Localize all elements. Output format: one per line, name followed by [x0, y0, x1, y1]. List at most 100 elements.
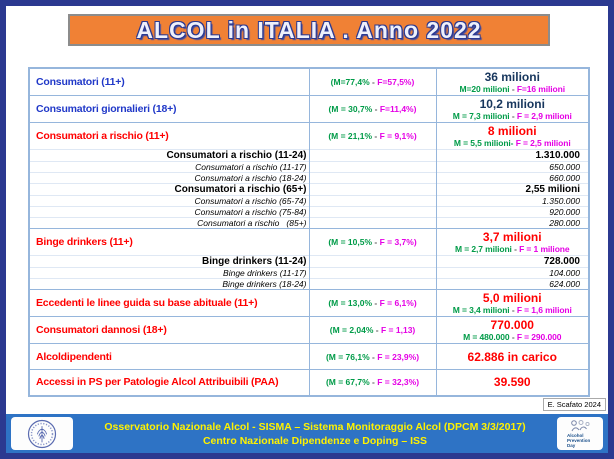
value-total: 660.000: [549, 172, 580, 183]
row-value: 104.000: [435, 267, 589, 279]
pct-female: F=11,4%): [379, 104, 417, 114]
row-value: 660.000: [435, 172, 589, 184]
pct-separator: -: [372, 104, 380, 114]
table-row-main: Accessi in PS per Patologie Alcol Attrib…: [29, 369, 589, 396]
row-label: Binge drinkers (11+): [29, 228, 309, 256]
value-male: M = 480.000: [463, 332, 510, 342]
pct-separator: -: [369, 377, 378, 388]
row-label: Eccedenti le linee guida su base abitual…: [29, 289, 309, 317]
value-female: F = 2,9 milioni: [516, 111, 572, 121]
row-value: 280.000: [435, 217, 589, 229]
row-value: 62.886 in carico: [435, 343, 589, 370]
row-value: 39.590: [435, 369, 589, 396]
pct-separator: -: [373, 325, 381, 335]
pct-male: (M = 10,5%: [328, 237, 373, 247]
table-row-sub: Consumatori a rischio (75-84) 920.000: [29, 206, 589, 218]
row-value: 1.350.000: [435, 195, 589, 207]
value-total: 1.350.000: [542, 195, 580, 206]
pct-separator: -: [369, 77, 378, 87]
row-label: Consumatori a rischio (11-24): [29, 149, 309, 162]
row-percentages: (M = 76,1% - F = 23,9%): [308, 343, 436, 370]
row-value: 10,2 milioni M = 7,3 milioni - F = 2,9 mi…: [435, 95, 589, 123]
value-male: M = 3,4 milioni: [452, 305, 510, 315]
value-by-gender: M=20 milioni - F=16 milioni: [441, 84, 585, 94]
row-label: Consumatori a rischio (75-84): [29, 206, 309, 218]
row-percentages: (M = 13,0% - F = 6,1%): [308, 289, 436, 317]
value-total: 39.590: [493, 375, 531, 390]
value-female: F = 290.000: [516, 332, 562, 342]
row-label: Consumatori a rischio (18-24): [29, 172, 309, 184]
table-row-main: Consumatori a rischio (11+) (M = 21,1% - …: [29, 122, 589, 150]
value-total: 104.000: [549, 267, 580, 278]
table-row-sub: Consumatori a rischio (65-74) 1.350.000: [29, 195, 589, 207]
value-total: 280.000: [549, 217, 580, 228]
value-total: 728.000: [543, 256, 580, 267]
pct-female: F = 1,13): [381, 325, 416, 335]
value-female: F = 2,5 milioni: [515, 138, 571, 148]
value-male: M = 2,7 milioni: [454, 244, 512, 254]
row-label: Consumatori a rischio (85+): [29, 217, 309, 229]
value-by-gender: M = 2,7 milioni - F = 1 milione: [441, 244, 585, 254]
row-percentages: [308, 183, 436, 196]
table-row-main: Consumatori giornalieri (18+) (M = 30,7% …: [29, 95, 589, 123]
row-value: 1.310.000: [435, 149, 589, 162]
row-value: 770.000 M = 480.000 - F = 290.000: [435, 316, 589, 344]
value-total: 1.310.000: [535, 150, 581, 161]
value-by-gender: M = 480.000 - F = 290.000: [441, 332, 585, 342]
pct-female: F = 6,1%): [379, 298, 417, 308]
value-total: 920.000: [549, 206, 580, 217]
pct-separator: -: [372, 237, 380, 247]
row-label: Binge drinkers (18-24): [29, 278, 309, 290]
row-label: Consumatori giornalieri (18+): [29, 95, 309, 123]
iss-seal-icon: [27, 419, 57, 448]
row-percentages: (M = 30,7% - F=11,4%): [308, 95, 436, 123]
table-row-sub: Binge drinkers (11-24) 728.000: [29, 255, 589, 268]
row-value: 650.000: [435, 161, 589, 173]
pct-female: F=57,5%): [377, 77, 415, 87]
row-percentages: [308, 255, 436, 268]
table-row-main: Binge drinkers (11+) (M = 10,5% - F = 3,7…: [29, 228, 589, 256]
row-label: Binge drinkers (11-17): [29, 267, 309, 279]
row-percentages: [308, 195, 436, 207]
iss-logo-card: [11, 417, 73, 450]
row-label: Consumatori a rischio (11-17): [29, 161, 309, 173]
table-row-sub: Binge drinkers (11-17) 104.000: [29, 267, 589, 279]
pct-female: F = 23,9%): [377, 351, 420, 362]
pct-female: F = 32,3%): [377, 377, 420, 388]
row-percentages: [308, 161, 436, 173]
value-total: 3,7 milioni: [482, 230, 542, 244]
apd-logo-card: Alcohol Prevention Day: [557, 417, 603, 450]
stats-table: Consumatori (11+) (M=77,4% - F=57,5%) 36 m…: [28, 67, 590, 397]
row-label: Consumatori a rischio (65+): [29, 183, 309, 196]
row-label: Binge drinkers (11-24): [29, 255, 309, 268]
value-total: 5,0 milioni: [482, 291, 542, 305]
row-percentages: [308, 267, 436, 279]
table-row-main: Eccedenti le linee guida su base abitual…: [29, 289, 589, 317]
value-total: 2,55 milioni: [525, 184, 580, 195]
footer-line-2: Centro Nazionale Dipendenze e Doping – I…: [202, 434, 428, 447]
pct-male: (M = 67,7%: [325, 377, 370, 388]
row-label: Accessi in PS per Patologie Alcol Attrib…: [29, 369, 309, 396]
value-total: 650.000: [549, 161, 580, 172]
value-female: F = 1,6 milioni: [516, 305, 572, 315]
value-separator: -: [509, 111, 517, 121]
page-title: ALCOL in ITALIA . Anno 2022: [136, 16, 482, 43]
pct-male: (M = 21,1%: [328, 131, 373, 141]
table-row-sub: Consumatori a rischio (85+) 280.000: [29, 217, 589, 229]
value-by-gender: M = 5,5 milioni- F = 2,5 milioni: [441, 138, 585, 148]
value-total: 36 milioni: [484, 70, 540, 84]
table-row-sub: Consumatori a rischio (11-17) 650.000: [29, 161, 589, 173]
pct-female: F = 3,7%): [379, 237, 417, 247]
row-percentages: [308, 149, 436, 162]
apd-logo-icon: [571, 420, 590, 432]
value-total: 770.000: [490, 318, 534, 332]
row-value: 5,0 milioni M = 3,4 milioni - F = 1,6 mil…: [435, 289, 589, 317]
value-by-gender: M = 3,4 milioni - F = 1,6 milioni: [441, 305, 585, 315]
row-percentages: (M = 21,1% - F = 9,1%): [308, 122, 436, 150]
value-total: 10,2 milioni: [479, 97, 545, 111]
pct-female: F = 9,1%): [379, 131, 417, 141]
table-row-sub: Consumatori a rischio (65+) 2,55 milioni: [29, 183, 589, 196]
table-row-sub: Consumatori a rischio (18-24) 660.000: [29, 172, 589, 184]
value-total: 62.886 in carico: [467, 349, 557, 364]
row-percentages: [308, 206, 436, 218]
